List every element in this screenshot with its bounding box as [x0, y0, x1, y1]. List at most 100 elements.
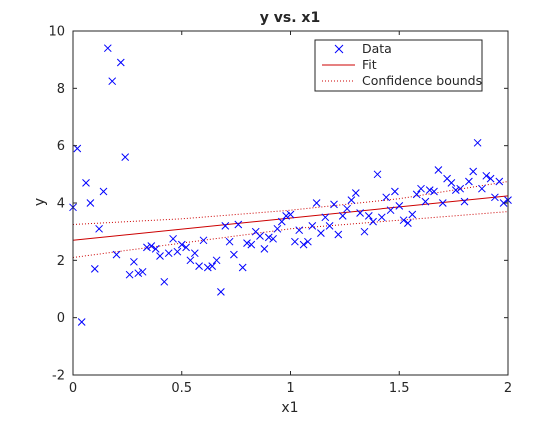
x-tick-label: 0 [69, 381, 77, 396]
fit-line [72, 195, 509, 241]
data-point [203, 263, 212, 272]
data-point [273, 224, 282, 233]
data-point [103, 44, 112, 53]
data-point [482, 171, 491, 180]
legend-item-fit: Fit [322, 57, 377, 72]
data-point [243, 239, 251, 247]
y-tick-label: 0 [57, 311, 65, 326]
legend-label-data: Data [362, 41, 392, 56]
data-point [130, 257, 138, 266]
data-point [395, 202, 404, 210]
data-point [369, 217, 377, 226]
data-point [438, 199, 447, 207]
data-point [425, 186, 434, 194]
data-point [160, 277, 169, 286]
data-point [499, 199, 508, 207]
data-point [386, 206, 395, 215]
data-point [264, 233, 273, 242]
legend-label-bounds: Confidence bounds [362, 73, 482, 88]
data-point [134, 269, 143, 278]
data-point [108, 77, 117, 86]
data-point [121, 153, 130, 161]
data-point [486, 174, 495, 183]
legend-box [314, 39, 483, 92]
y-tick-label: -2 [52, 369, 65, 384]
data-point [330, 200, 338, 209]
data-point [478, 184, 486, 193]
data-point [225, 237, 234, 246]
data-point [347, 196, 356, 204]
data-point [238, 263, 247, 272]
data-point [221, 222, 230, 230]
data-point [456, 184, 465, 193]
data-point [147, 242, 156, 250]
data-point [164, 249, 173, 258]
legend-item-data: Data [334, 41, 392, 56]
data-point [282, 212, 290, 220]
data-point [325, 222, 334, 230]
plot-area [69, 44, 512, 326]
x-tick-label: 1 [286, 381, 294, 396]
data-point [90, 265, 99, 273]
data-point [451, 186, 460, 194]
data-point [399, 216, 408, 225]
data-point [208, 262, 217, 270]
legend-label-fit: Fit [362, 57, 377, 72]
y-axis-label: y [32, 198, 48, 206]
data-point [364, 212, 373, 220]
data-point [156, 252, 164, 260]
data-point [256, 232, 264, 240]
data-point [304, 237, 312, 246]
data-point [138, 267, 147, 276]
data-point [382, 193, 391, 202]
data-point [495, 177, 504, 186]
data-point [169, 234, 177, 243]
data-point [491, 193, 499, 202]
data-point [186, 256, 195, 265]
y-tick-label: 4 [57, 197, 65, 212]
data-point [321, 213, 330, 222]
data-point [199, 236, 208, 245]
data-point [234, 220, 243, 229]
confidence-bound-lower [72, 211, 509, 258]
legend-marker-x-icon [334, 44, 344, 54]
data-point [356, 209, 364, 217]
data-point [177, 240, 186, 249]
data-point [391, 187, 399, 196]
data-point [338, 212, 347, 220]
data-point [308, 222, 317, 230]
data-point [334, 230, 343, 239]
data-point [182, 243, 190, 252]
y-tick-label: 2 [57, 254, 65, 269]
data-point [417, 184, 425, 193]
data-point [469, 167, 478, 176]
data-point [421, 197, 430, 206]
x-tick-label: 2 [504, 381, 512, 396]
x-tick-label: 0.5 [171, 381, 192, 396]
data-point [430, 187, 438, 196]
data-point [447, 179, 456, 187]
data-point [112, 250, 121, 259]
data-point [465, 177, 473, 186]
data-point [143, 243, 151, 252]
x-axis-label: x1 [281, 400, 298, 416]
data-point [291, 237, 299, 246]
y-tick-label: 8 [57, 82, 65, 97]
data-point [247, 240, 256, 249]
data-point [351, 189, 360, 197]
data-point [190, 249, 199, 258]
data-point [286, 210, 295, 219]
data-point [377, 213, 386, 222]
x-tick-label: 1.5 [389, 381, 410, 396]
data-point [473, 138, 482, 147]
data-point [404, 219, 412, 227]
legend: Data Fit Confidence bounds [314, 39, 483, 92]
data-point [230, 250, 238, 259]
data-point [295, 226, 304, 235]
data-point [299, 240, 308, 249]
data-point [116, 58, 125, 67]
data-point [408, 210, 417, 219]
data-point [86, 199, 95, 207]
